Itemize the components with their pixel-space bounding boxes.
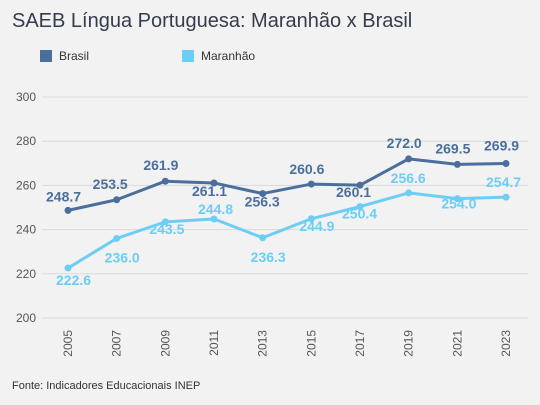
- data-point-0-1: [113, 196, 121, 204]
- x-tick-label-2011: 2011: [207, 330, 221, 356]
- y-tick-label-260: 260: [16, 178, 36, 192]
- data-label-0-5: 260.6: [289, 161, 324, 177]
- series-line-brasil: [67, 157, 507, 212]
- data-label-1-1: 236.0: [105, 249, 140, 265]
- x-tick-label-2021: 2021: [450, 330, 464, 357]
- y-tick-label-280: 280: [16, 134, 36, 148]
- data-label-0-4: 256.3: [245, 194, 280, 210]
- chart-title: SAEB Língua Portuguesa: Maranhão x Brasi…: [12, 10, 413, 32]
- source-note: Fonte: Indicadores Educacionais INEP: [12, 380, 201, 392]
- legend-label-maranhao: Maranhão: [201, 49, 256, 63]
- legend-label-brasil: Brasil: [59, 49, 90, 63]
- x-tick-label-2017: 2017: [353, 330, 367, 357]
- data-point-0-8: [453, 160, 461, 168]
- data-point-1-6: [356, 203, 364, 211]
- data-point-0-5: [307, 180, 315, 188]
- data-label-1-0: 222.6: [56, 272, 91, 288]
- y-tick-label-240: 240: [16, 223, 36, 237]
- data-point-1-0: [64, 264, 72, 272]
- data-point-0-2: [161, 177, 169, 185]
- data-label-0-7: 272.0: [387, 135, 422, 151]
- data-point-1-5: [307, 215, 315, 223]
- y-tick-label-220: 220: [16, 267, 36, 281]
- x-tick-label-2015: 2015: [304, 330, 318, 357]
- data-point-1-4: [259, 234, 267, 242]
- data-label-0-0: 248.7: [46, 188, 81, 204]
- data-label-1-5: 244.9: [299, 218, 334, 234]
- data-point-1-7: [405, 189, 413, 197]
- data-label-1-2: 243.5: [149, 221, 184, 237]
- y-tick-label-300: 300: [16, 90, 36, 104]
- data-point-1-1: [113, 234, 121, 242]
- series-line-maranhão: [67, 191, 507, 270]
- legend: Brasil Maranhão: [0, 49, 540, 67]
- x-tick-label-2019: 2019: [402, 330, 416, 357]
- x-tick-label-2009: 2009: [158, 330, 172, 357]
- data-label-0-3: 261.1: [192, 183, 227, 199]
- data-label-0-8: 269.5: [435, 140, 470, 156]
- data-label-0-6: 260.1: [336, 184, 371, 200]
- data-point-0-9: [502, 160, 510, 168]
- data-label-0-1: 253.5: [93, 176, 128, 192]
- data-point-0-0: [64, 206, 72, 214]
- legend-swatch-maranhao: [182, 50, 194, 62]
- x-tick-label-2023: 2023: [499, 330, 513, 357]
- data-point-1-9: [502, 193, 510, 201]
- data-label-1-9: 254.7: [486, 174, 521, 190]
- x-tick-label-2005: 2005: [61, 330, 75, 357]
- data-point-0-3: [210, 179, 218, 187]
- data-label-1-3: 244.8: [198, 201, 233, 217]
- x-tick-label-2007: 2007: [110, 330, 124, 357]
- data-point-1-2: [161, 218, 169, 226]
- data-label-0-2: 261.9: [143, 157, 178, 173]
- data-point-0-6: [356, 181, 364, 189]
- data-label-0-9: 269.9: [484, 138, 519, 154]
- data-point-1-8: [453, 195, 461, 203]
- legend-item-maranhao[interactable]: Maranhão: [182, 49, 255, 63]
- data-point-1-3: [210, 215, 218, 223]
- legend-item-brasil[interactable]: Brasil: [40, 49, 89, 63]
- data-point-0-4: [259, 190, 267, 198]
- data-label-1-7: 256.6: [391, 170, 426, 186]
- data-point-0-7: [405, 155, 413, 163]
- data-label-1-4: 236.3: [251, 249, 286, 265]
- legend-swatch-brasil: [40, 50, 52, 62]
- data-label-1-8: 254.0: [441, 196, 476, 212]
- y-tick-label-200: 200: [16, 311, 36, 325]
- x-tick-label-2013: 2013: [256, 330, 270, 357]
- data-label-1-6: 250.4: [342, 206, 377, 222]
